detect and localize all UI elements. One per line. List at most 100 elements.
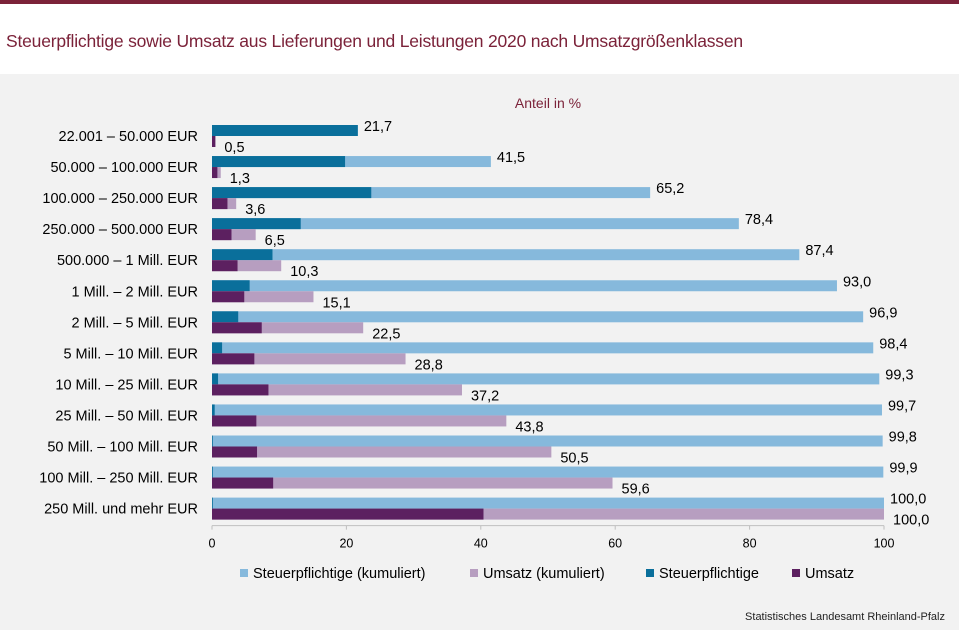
- category-label: 2 Mill. – 5 Mill. EUR: [72, 315, 199, 331]
- bar-umsatz: [212, 477, 274, 489]
- data-label-steuerpflichtige: 99,3: [885, 367, 913, 383]
- bar-steuerpflichtige-kumuliert: [212, 435, 883, 447]
- bar-umsatz: [212, 136, 216, 147]
- bar-steuerpflichtige: [212, 156, 346, 168]
- legend-label-steuerpflichtige_kumuliert: Steuerpflichtige (kumuliert): [253, 566, 425, 582]
- bar-chart: Anteil in % 0 20 40 60 80 100 22.001 – 50.000 E…: [39, 95, 929, 582]
- category-label: 250 Mill. und mehr EUR: [44, 502, 198, 518]
- legend-swatch-steuerpflichtige: [646, 569, 654, 577]
- top-rule: [0, 0, 959, 4]
- data-label-umsatz: 22,5: [372, 326, 400, 342]
- page-title: Steuerpflichtige sowie Umsatz aus Liefer…: [6, 31, 743, 51]
- bar-steuerpflichtige-kumuliert: [212, 280, 837, 292]
- legend-swatch-steuerpflichtige_kumuliert: [240, 569, 248, 577]
- category-label: 25 Mill. – 50 Mill. EUR: [55, 408, 198, 424]
- bar-umsatz: [212, 260, 238, 272]
- category-label: 50.000 – 100.000 EUR: [50, 160, 198, 176]
- category-label: 100.000 – 250.000 EUR: [42, 191, 198, 207]
- legend-label-steuerpflichtige: Steuerpflichtige: [659, 566, 759, 582]
- x-tick-label: 0: [209, 537, 216, 551]
- bar-steuerpflichtige-kumuliert: [212, 187, 651, 199]
- data-label-umsatz: 37,2: [471, 388, 499, 404]
- bar-steuerpflichtige-kumuliert: [212, 311, 864, 323]
- bar-umsatz: [212, 198, 228, 210]
- bar-steuerpflichtige: [212, 342, 223, 354]
- data-label-steuerpflichtige: 21,7: [364, 119, 392, 135]
- source-note: Statistisches Landesamt Rheinland-Pfalz: [745, 611, 945, 623]
- bar-steuerpflichtige: [212, 249, 273, 261]
- data-label-umsatz: 50,5: [560, 451, 588, 467]
- data-label-steuerpflichtige: 65,2: [656, 181, 684, 197]
- category-label: 22.001 – 50.000 EUR: [59, 129, 198, 145]
- category-label: 10 Mill. – 25 Mill. EUR: [55, 377, 198, 393]
- x-tick-label: 60: [608, 537, 622, 551]
- bar-umsatz: [212, 322, 262, 334]
- bar-steuerpflichtige-kumuliert: [212, 466, 884, 478]
- data-label-umsatz: 59,6: [622, 482, 650, 498]
- bar-steuerpflichtige: [212, 187, 372, 199]
- bar-umsatz-kumuliert: [212, 446, 552, 458]
- data-label-umsatz: 0,5: [224, 140, 244, 156]
- bar-umsatz: [212, 415, 257, 427]
- bar-steuerpflichtige: [212, 280, 250, 292]
- data-label-umsatz: 6,5: [265, 233, 285, 249]
- bar-umsatz: [212, 353, 255, 365]
- bar-steuerpflichtige-kumuliert: [212, 249, 800, 261]
- bar-umsatz-kumuliert: [212, 477, 613, 489]
- bar-steuerpflichtige-kumuliert: [212, 218, 739, 230]
- x-tick-label: 40: [474, 537, 488, 551]
- bar-steuerpflichtige: [212, 497, 213, 509]
- bar-umsatz: [212, 229, 232, 241]
- bar-steuerpflichtige: [212, 404, 215, 416]
- bar-steuerpflichtige-kumuliert: [212, 342, 874, 354]
- legend-swatch-umsatz_kumuliert: [470, 569, 478, 577]
- bar-umsatz: [212, 167, 218, 179]
- bar-umsatz-kumuliert: [212, 260, 282, 272]
- data-label-umsatz: 100,0: [893, 513, 929, 529]
- bar-steuerpflichtige: [212, 435, 213, 447]
- data-label-umsatz: 10,3: [290, 264, 318, 280]
- bar-steuerpflichtige-kumuliert: [212, 156, 491, 168]
- bar-steuerpflichtige-kumuliert: [212, 497, 884, 509]
- bar-steuerpflichtige: [212, 466, 213, 478]
- legend-label-umsatz_kumuliert: Umsatz (kumuliert): [483, 566, 605, 582]
- data-label-umsatz: 28,8: [415, 357, 443, 373]
- data-label-steuerpflichtige: 41,5: [497, 150, 525, 166]
- bar-umsatz: [212, 508, 484, 520]
- category-label: 1 Mill. – 2 Mill. EUR: [72, 284, 199, 300]
- category-label: 100 Mill. – 250 Mill. EUR: [39, 471, 198, 487]
- chart-subtitle: Anteil in %: [515, 95, 581, 111]
- bar-steuerpflichtige: [212, 373, 219, 385]
- data-label-umsatz: 15,1: [322, 295, 350, 311]
- data-label-steuerpflichtige: 99,9: [889, 461, 917, 477]
- data-label-steuerpflichtige: 99,7: [888, 398, 916, 414]
- bar-umsatz-kumuliert: [212, 353, 406, 365]
- data-label-umsatz: 3,6: [245, 202, 265, 218]
- bar-umsatz: [212, 446, 258, 458]
- bar-umsatz-kumuliert: [212, 508, 884, 520]
- data-label-umsatz: 43,8: [515, 419, 543, 435]
- x-tick-label: 100: [874, 537, 895, 551]
- category-label: 250.000 – 500.000 EUR: [42, 222, 198, 238]
- data-label-steuerpflichtige: 78,4: [745, 212, 773, 228]
- data-label-steuerpflichtige: 93,0: [843, 274, 871, 290]
- x-tick-label: 20: [339, 537, 353, 551]
- category-label: 50 Mill. – 100 Mill. EUR: [47, 440, 198, 456]
- data-label-steuerpflichtige: 96,9: [869, 305, 897, 321]
- bar-umsatz-kumuliert: [212, 229, 256, 241]
- bar-steuerpflichtige: [212, 311, 239, 323]
- data-label-steuerpflichtige: 99,8: [889, 430, 917, 446]
- legend-label-umsatz: Umsatz: [805, 566, 854, 582]
- data-label-steuerpflichtige: 87,4: [805, 243, 833, 259]
- x-tick-label: 80: [743, 537, 757, 551]
- bar-umsatz-kumuliert: [212, 415, 507, 427]
- bar-umsatz-kumuliert: [212, 322, 364, 334]
- data-label-umsatz: 1,3: [230, 171, 250, 187]
- bar-steuerpflichtige-kumuliert: [212, 373, 880, 385]
- bar-umsatz: [212, 291, 245, 303]
- bar-umsatz-kumuliert: [212, 384, 462, 396]
- legend-swatch-umsatz: [792, 569, 800, 577]
- chart-panel: Anteil in % 0 20 40 60 80 100 22.001 – 50.000 E…: [0, 74, 959, 630]
- category-label: 5 Mill. – 10 Mill. EUR: [63, 346, 198, 362]
- data-label-steuerpflichtige: 100,0: [890, 492, 926, 508]
